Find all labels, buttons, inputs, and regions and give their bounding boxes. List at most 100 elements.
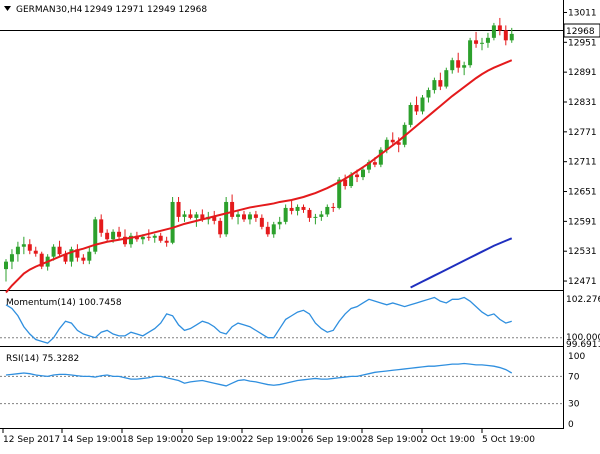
candle-bull (426, 90, 431, 98)
candle-bull (361, 169, 365, 178)
candle-bull (432, 80, 437, 91)
candle-bear (253, 214, 258, 218)
candle-bear (307, 209, 312, 218)
candle-bear (164, 240, 169, 243)
price-tick-label: 13011 (568, 8, 597, 18)
candle-bull (325, 206, 330, 215)
current-price-label: 12968 (566, 27, 595, 37)
candle-bull (349, 174, 354, 187)
time-tick-label: 22 Sep 19:00 (242, 435, 302, 445)
candle-bull (485, 37, 490, 43)
candle-bear (75, 249, 80, 258)
rsi-tick-label: 70 (568, 372, 580, 382)
candle-bull (366, 162, 371, 170)
price-tick-label: 12891 (568, 68, 597, 78)
candle-bear (57, 246, 62, 255)
candle-bear (242, 214, 246, 220)
candle-bear (33, 250, 38, 254)
candle-bull (277, 221, 282, 225)
down-triangle-icon[interactable] (4, 6, 11, 11)
momentum-tick-label: 100.0000 (566, 333, 600, 343)
candle-bear (146, 236, 151, 238)
rsi-label: RSI(14) 75.3282 (6, 354, 79, 364)
candle-bull (450, 60, 455, 71)
rsi-line (5, 362, 513, 387)
candle-bull (480, 42, 484, 44)
price-tick-label: 12711 (568, 158, 597, 168)
price-tick-label: 12531 (568, 247, 597, 257)
time-tick-label: 12 Sep 2017 (3, 435, 60, 445)
candle-bull (182, 214, 187, 217)
time-tick-label: 18 Sep 19:00 (122, 435, 182, 445)
candle-bull (170, 201, 175, 243)
candle-bull (491, 25, 496, 38)
candle-bear (99, 219, 104, 233)
price-tick-label: 12771 (568, 128, 597, 138)
candle-bear (372, 162, 377, 165)
candle-bull (111, 231, 116, 240)
candle-bull (319, 214, 324, 217)
candle-bull (224, 201, 229, 235)
candle-bear (355, 174, 360, 178)
candle-bear (259, 217, 264, 227)
candle-bear (390, 139, 395, 143)
candle-bull (468, 40, 473, 66)
time-tick-label: 20 Sep 19:00 (182, 435, 242, 445)
candle-bull (295, 206, 300, 211)
time-tick-label: 26 Sep 19:00 (302, 435, 362, 445)
candle-bear (212, 216, 217, 221)
candle-bull (140, 236, 145, 240)
candle-bear (503, 30, 508, 41)
price-tick-label: 12831 (568, 98, 597, 108)
symbol-label: GERMAN30,H4 (16, 5, 83, 15)
momentum-line (5, 296, 512, 344)
candle-bull (509, 33, 514, 41)
candle-bull (194, 214, 199, 218)
moving-averages (5, 59, 513, 294)
candle-bull (384, 139, 389, 150)
candle-bull (283, 207, 288, 222)
price-axis-ticks: 13011 12951 12891 12831 12771 12711 12651 12591… (563, 8, 597, 287)
time-tick-label: 14 Sep 19:00 (62, 435, 122, 445)
candle-bull (128, 235, 133, 245)
price-tick-label: 12651 (568, 188, 597, 198)
candle-bear (176, 201, 181, 217)
candle-bull (93, 219, 98, 252)
candle-bear (27, 244, 32, 251)
candle-bear (63, 254, 68, 262)
candle-bull (408, 104, 413, 125)
time-tick-label: 2 Oct 19:00 (422, 435, 475, 445)
candle-bear (456, 60, 461, 68)
candle-bear (265, 226, 270, 235)
candle-bull (15, 246, 20, 255)
time-tick-label: 5 Oct 19:00 (482, 435, 535, 445)
candle-bull (21, 244, 26, 247)
candle-bear (81, 257, 86, 261)
candle-bear (188, 214, 193, 218)
candle-bull (444, 70, 449, 87)
candle-bull (9, 254, 14, 262)
candle-bear (39, 253, 44, 267)
rsi-tick-label: 30 (568, 400, 580, 410)
candle-bull (69, 249, 74, 262)
moving-average-red (5, 59, 513, 294)
candle-bear (438, 80, 443, 87)
candlestick-series (4, 17, 514, 282)
candle-bear (474, 40, 479, 44)
candle-bear (396, 142, 401, 145)
candle-bull (87, 251, 92, 261)
candle-bull (313, 216, 318, 218)
candle-bull (271, 224, 276, 235)
candle-bear (331, 206, 336, 208)
time-tick-label: 28 Sep 19:00 (362, 435, 422, 445)
current-price-tag (563, 23, 600, 38)
rsi-indicator: 100 70 30 0 (0, 352, 585, 430)
time-axis: 12 Sep 2017 14 Sep 19:00 18 Sep 19:00 20 Se… (2, 429, 535, 445)
candle-bull (236, 214, 241, 217)
candle-bear (123, 236, 127, 245)
candle-bear (218, 220, 223, 235)
candle-bull (152, 235, 157, 238)
rsi-tick-label: 0 (568, 420, 574, 430)
